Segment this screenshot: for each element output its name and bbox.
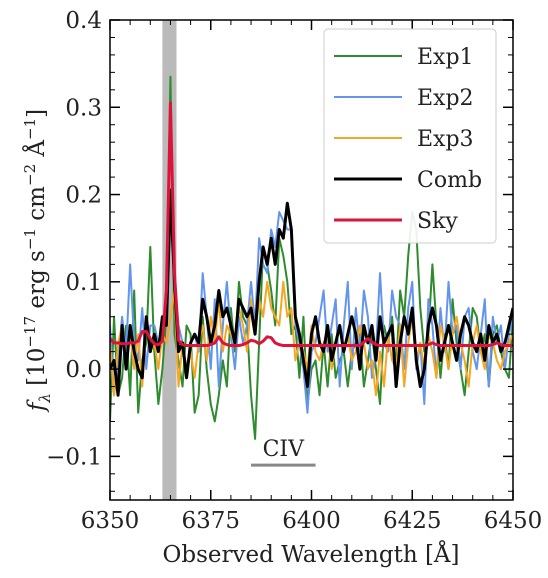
y-label-exp4: −1: [21, 118, 39, 140]
series-line-exp3: [110, 280, 513, 397]
series-line-sky: [110, 101, 513, 348]
y-tick-label: 0.1: [65, 270, 102, 296]
y-label-exp2: −1: [21, 228, 39, 250]
legend-label-sky: Sky: [417, 209, 458, 234]
y-label-close: ]: [24, 109, 50, 118]
axis-ticks: 6350 6375 6400 6425 6450 −0.1 0.0 0.1 0.2 0.3 0.4: [46, 8, 542, 534]
legend-label-exp1: Exp1: [417, 45, 474, 70]
y-label-lambda: λ: [36, 393, 54, 404]
y-label-erg: erg s: [24, 250, 50, 316]
y-label-ang: Å: [22, 140, 50, 164]
y-tick-label: 0.2: [65, 183, 102, 209]
x-tick-label: 6350: [81, 508, 140, 534]
y-axis-label: fλ [10−17 erg s−1 cm−2 Å−1]: [21, 109, 54, 413]
civ-label: CIV: [263, 437, 306, 462]
x-tick-label: 6375: [181, 508, 240, 534]
y-label-cm: cm: [24, 186, 50, 228]
civ-annotation: CIV: [251, 437, 316, 467]
legend-label-comb: Comb: [417, 168, 482, 193]
y-tick-label: 0.0: [65, 357, 102, 383]
series-layer: [110, 75, 513, 440]
legend-box: [323, 28, 497, 244]
x-axis-label: Observed Wavelength [Å]: [162, 540, 459, 568]
legend: Exp1 Exp2 Exp3 Comb Sky: [323, 28, 497, 244]
legend-label-exp3: Exp3: [417, 127, 474, 152]
y-tick-label: 0.4: [65, 8, 102, 34]
x-tick-label: 6425: [383, 508, 442, 534]
y-tick-label: −0.1: [46, 444, 102, 470]
y-label-f: f: [24, 399, 50, 413]
x-tick-label: 6400: [282, 508, 341, 534]
y-label-exp1: −17: [21, 316, 39, 348]
plot-frame: [109, 19, 514, 501]
legend-label-exp2: Exp2: [417, 86, 474, 111]
y-label-exp3: −2: [21, 164, 39, 186]
y-label-open: [10: [24, 348, 50, 394]
x-tick-label: 6450: [484, 508, 543, 534]
y-tick-label: 0.3: [65, 95, 102, 121]
